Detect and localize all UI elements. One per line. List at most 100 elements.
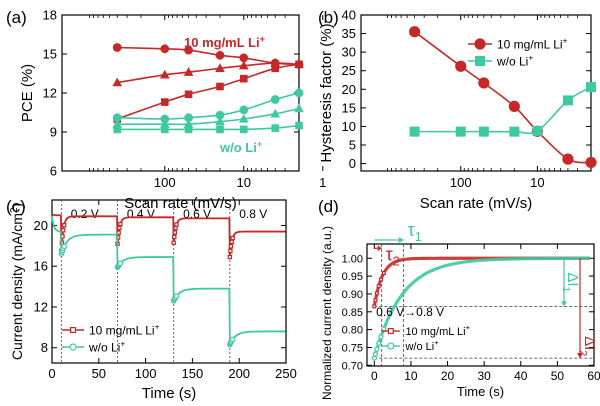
data-point — [478, 126, 489, 137]
legend-marker — [387, 328, 394, 335]
data-point — [294, 103, 304, 113]
data-point — [378, 334, 384, 340]
series-line — [372, 256, 591, 359]
data-point — [374, 291, 379, 296]
data-point — [295, 60, 303, 69]
series-label-green: w/o Li+ — [219, 139, 262, 155]
data-point — [562, 95, 573, 106]
series-line — [51, 216, 286, 346]
data-point — [113, 125, 122, 134]
x-tick-label: 100 — [154, 175, 176, 190]
data-point — [184, 90, 193, 99]
data-point — [585, 82, 596, 93]
voltage-label: 0.4 V — [127, 207, 155, 221]
y-tick-label: 40 — [342, 8, 356, 23]
data-point — [372, 351, 379, 357]
delta2-arrowhead — [577, 353, 583, 359]
y-axis-label: Hysteresis factor (%) — [318, 23, 335, 162]
data-point — [509, 126, 520, 137]
y-tick-label: 0.90 — [342, 289, 363, 301]
panel-label-c: (c) — [6, 197, 26, 216]
data-point — [215, 50, 225, 60]
data-point — [562, 153, 574, 165]
y-tick-label: 10 — [342, 119, 356, 134]
data-point — [381, 271, 386, 276]
legend-label: w/o Li+ — [404, 338, 439, 353]
y-tick-label: 12 — [34, 299, 48, 314]
data-point — [373, 298, 378, 303]
chart-panel-a: 100 10 1 6 9 12 15 18 Scan rate (mV/s) PCE (%) 10 … — [19, 8, 326, 213]
y-tick-label: 1.00 — [342, 253, 363, 265]
data-point — [160, 98, 169, 106]
x-tick-label: 200 — [228, 366, 250, 381]
y-tick-label: 25 — [342, 63, 356, 78]
data-point — [295, 121, 303, 130]
x-tick-label: 60 — [587, 369, 600, 383]
series-line — [116, 63, 300, 120]
x-tick-label: 100 — [135, 366, 157, 381]
plot-frame — [360, 14, 592, 172]
x-tick-label: 250 — [275, 366, 297, 381]
data-point — [61, 228, 66, 233]
data-point — [117, 225, 122, 231]
panel-label-b: (b) — [318, 8, 339, 27]
y-tick-label: 0.80 — [342, 325, 363, 337]
data-point — [532, 125, 543, 136]
y-tick-label: 12 — [43, 86, 57, 101]
legend-label: w/o Li+ — [88, 339, 125, 355]
data-point — [116, 230, 121, 235]
data-point — [585, 156, 597, 169]
data-point — [61, 243, 67, 250]
data-point — [216, 82, 224, 91]
data-point — [183, 67, 194, 76]
series-line — [414, 86, 592, 135]
legend-marker — [387, 342, 395, 350]
y-tick-label: 18 — [43, 8, 57, 23]
data-point — [173, 293, 180, 299]
data-point — [239, 53, 249, 63]
data-point — [378, 277, 383, 282]
data-point — [160, 44, 170, 54]
data-point — [112, 43, 122, 52]
data-point — [270, 108, 281, 118]
data-point — [171, 240, 176, 245]
data-point — [409, 126, 420, 137]
x-tick-label: 50 — [551, 369, 565, 383]
data-point — [376, 284, 381, 289]
y-tick-label: 15 — [342, 100, 356, 115]
x-tick-label: 1 — [319, 175, 326, 190]
voltage-label: 0.8 V — [239, 207, 267, 221]
data-point — [172, 230, 178, 235]
y-tick-label: 0.85 — [342, 307, 363, 319]
legend-marker — [69, 327, 76, 334]
x-tick-label: 100 — [450, 175, 472, 190]
plot-frame — [51, 199, 287, 364]
y-tick-label: 9 — [50, 125, 57, 140]
y-tick-label: 6 — [50, 164, 57, 179]
data-point — [172, 234, 177, 240]
data-point — [239, 105, 249, 115]
data-point — [294, 88, 304, 98]
legend-marker — [475, 55, 486, 66]
data-point — [184, 125, 193, 134]
x-tick-label: 0 — [371, 369, 378, 383]
y-tick-label: 0 — [349, 156, 356, 171]
plot-frame — [366, 243, 595, 367]
data-point — [381, 326, 387, 332]
data-point — [271, 64, 280, 73]
chart-panel-c: 0 50 100 150 200 250 8 12 16 20 Time (s) Current de… — [9, 199, 297, 402]
legend-label: w/o Li+ — [496, 53, 533, 69]
legend-label: 10 mg/mL Li+ — [497, 36, 568, 52]
y-tick-label: 30 — [342, 45, 356, 60]
data-point — [508, 100, 520, 112]
x-axis-label: Time (s) — [457, 384, 504, 399]
legend-label: 10 mg/mL Li+ — [89, 322, 160, 338]
data-point — [238, 113, 249, 123]
data-point — [239, 74, 248, 83]
y-tick-label: 16 — [34, 259, 48, 274]
data-point — [455, 60, 467, 72]
data-point — [271, 124, 280, 132]
chart-panel-d: 0 10 20 30 40 50 60 0.70 0.75 0.80 0.85 0.90 0.95 1.0… — [320, 220, 600, 400]
tau1-arrowhead — [398, 237, 404, 243]
delta1-arrowhead — [561, 301, 567, 307]
